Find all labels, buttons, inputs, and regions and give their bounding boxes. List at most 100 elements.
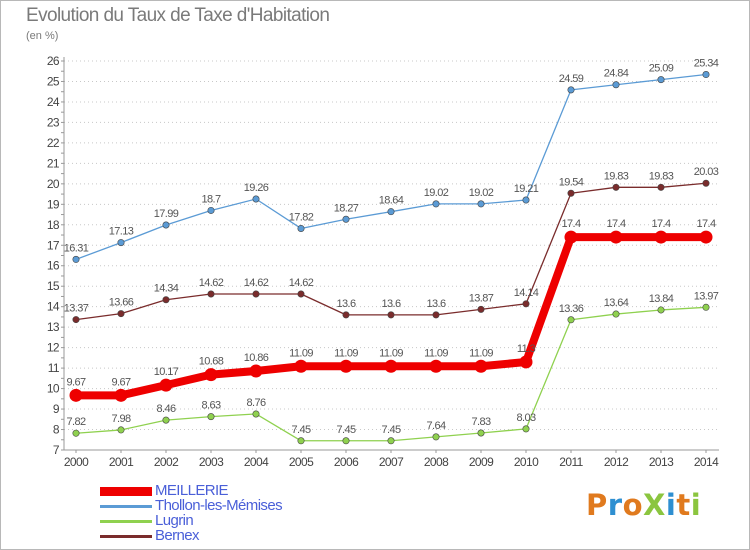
data-label-bernex: 13.6 (381, 298, 400, 310)
data-point-meillerie (204, 368, 218, 382)
x-tick-label: 2000 (64, 455, 89, 469)
data-point-thollon-les-m-mises (387, 208, 395, 216)
data-point-meillerie (609, 230, 623, 244)
data-point-lugrin (387, 437, 395, 445)
data-label-thollon-les-m-mises: 17.82 (289, 211, 314, 223)
data-point-meillerie (249, 364, 263, 378)
data-label-thollon-les-m-mises: 17.99 (154, 208, 179, 220)
data-label-lugrin: 7.45 (336, 424, 355, 436)
data-label-meillerie: 9.67 (66, 376, 85, 388)
y-tick-label: 21 (47, 156, 60, 170)
y-tick-label: 23 (47, 115, 60, 129)
data-label-meillerie: 11.09 (334, 347, 358, 359)
x-tick-label: 2014 (694, 455, 719, 469)
legend-swatch (100, 535, 152, 538)
y-tick-label: 12 (47, 341, 60, 355)
data-point-thollon-les-m-mises (567, 86, 575, 94)
x-tick-label: 2002 (154, 455, 179, 469)
data-label-thollon-les-m-mises: 19.02 (469, 187, 494, 199)
data-point-meillerie (384, 359, 398, 373)
data-label-thollon-les-m-mises: 18.7 (201, 193, 220, 205)
data-label-thollon-les-m-mises: 19.26 (244, 182, 269, 194)
data-point-thollon-les-m-mises (207, 206, 215, 214)
x-tick-label: 2008 (424, 455, 449, 469)
data-point-lugrin (657, 306, 665, 314)
data-label-bernex: 19.54 (559, 176, 584, 188)
data-point-lugrin (162, 416, 170, 424)
data-point-lugrin (207, 413, 215, 421)
data-point-thollon-les-m-mises (252, 195, 260, 203)
data-point-thollon-les-m-mises (297, 224, 305, 232)
x-tick-label: 2013 (649, 455, 674, 469)
data-point-thollon-les-m-mises (612, 81, 620, 89)
y-tick-label: 17 (47, 238, 60, 252)
y-tick-label: 16 (47, 259, 60, 273)
legend-label: MEILLERIE (155, 482, 229, 499)
y-tick-label: 25 (47, 74, 60, 88)
data-point-bernex (612, 183, 620, 191)
data-point-meillerie (564, 230, 578, 244)
data-label-meillerie: 10.86 (244, 352, 269, 364)
y-tick-label: 11 (48, 361, 60, 375)
y-tick-label: 8 (53, 423, 60, 437)
series-line-thollon-les-m-mises (75, 73, 707, 260)
data-label-meillerie: 17.4 (651, 218, 670, 230)
y-tick-label: 13 (47, 320, 60, 334)
data-point-lugrin (522, 425, 530, 433)
data-label-lugrin: 7.45 (381, 424, 400, 436)
data-point-meillerie (519, 355, 533, 369)
data-point-bernex (477, 305, 485, 313)
legend-swatch (100, 520, 152, 523)
data-point-thollon-les-m-mises (522, 196, 530, 204)
data-point-bernex (657, 183, 665, 191)
data-point-bernex (567, 189, 575, 197)
x-tick-label: 2004 (244, 455, 269, 469)
data-point-lugrin (477, 429, 485, 437)
data-label-lugrin: 13.97 (694, 290, 719, 302)
data-point-bernex (162, 296, 170, 304)
data-point-thollon-les-m-mises (477, 200, 485, 208)
data-point-meillerie (339, 359, 353, 373)
data-label-thollon-les-m-mises: 25.34 (694, 58, 719, 70)
data-point-thollon-les-m-mises (432, 200, 440, 208)
x-tick-label: 2005 (289, 455, 314, 469)
data-label-thollon-les-m-mises: 19.21 (514, 183, 539, 195)
data-label-thollon-les-m-mises: 19.02 (424, 187, 449, 199)
chart-title: Evolution du Taux de Taxe d'Habitation (26, 5, 330, 26)
data-label-thollon-les-m-mises: 25.09 (649, 63, 674, 75)
data-label-bernex: 13.6 (426, 298, 445, 310)
data-label-meillerie: 11.09 (289, 347, 313, 359)
data-point-meillerie (474, 359, 488, 373)
data-point-meillerie (294, 359, 308, 373)
data-label-lugrin: 8.03 (516, 412, 535, 424)
data-label-lugrin: 7.83 (471, 416, 490, 428)
data-label-thollon-les-m-mises: 18.64 (379, 195, 404, 207)
data-point-lugrin (252, 410, 260, 418)
data-point-meillerie (654, 230, 668, 244)
data-point-thollon-les-m-mises (657, 76, 665, 84)
x-tick-label: 2001 (109, 455, 134, 469)
y-tick-label: 14 (47, 300, 60, 314)
data-point-lugrin (72, 429, 80, 437)
y-tick-label: 15 (47, 279, 60, 293)
data-label-bernex: 13.66 (109, 297, 134, 309)
y-tick-label: 7 (53, 443, 60, 457)
data-label-lugrin: 7.64 (426, 420, 445, 432)
data-point-lugrin (702, 303, 710, 311)
data-label-lugrin: 7.82 (66, 416, 85, 428)
data-point-meillerie (429, 359, 443, 373)
data-point-meillerie (699, 230, 713, 244)
data-point-thollon-les-m-mises (702, 71, 710, 79)
data-label-meillerie: 10.17 (154, 366, 179, 378)
y-tick-label: 10 (47, 382, 60, 396)
data-label-thollon-les-m-mises: 24.84 (604, 68, 629, 80)
data-label-bernex: 13.6 (336, 298, 355, 310)
data-label-meillerie: 11.09 (469, 347, 493, 359)
x-tick-label: 2011 (559, 455, 583, 469)
y-tick-label: 9 (53, 402, 60, 416)
chart-subtitle: (en %) (26, 30, 59, 42)
x-tick-label: 2010 (514, 455, 539, 469)
data-point-lugrin (342, 437, 350, 445)
y-tick-label: 18 (47, 218, 60, 232)
